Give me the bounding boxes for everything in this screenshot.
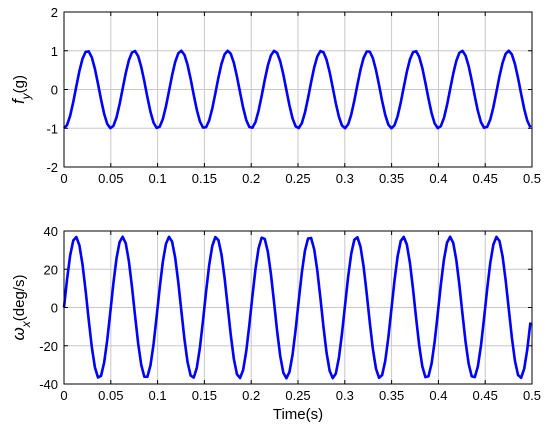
x-tick-label: 0 bbox=[60, 171, 67, 186]
x-tick-label: 0.05 bbox=[98, 388, 123, 403]
y-axis-label-symbol: ω bbox=[9, 327, 28, 340]
x-tick-label: 0.35 bbox=[379, 171, 404, 186]
y-axis-label-unit: (g) bbox=[11, 75, 28, 93]
x-tick-label: 0.05 bbox=[98, 171, 123, 186]
y-tick-label: 2 bbox=[51, 5, 58, 20]
x-tick-label: 0.15 bbox=[192, 171, 217, 186]
plot-frame bbox=[63, 11, 533, 168]
y-axis-label: ωx(deg/s) bbox=[9, 275, 33, 341]
x-tick-label: 0.25 bbox=[285, 171, 310, 186]
top-subplot: 0 0.05 0.1 0.15 0.2 0.25 0.3 0.35 0.4 0.45 0.5 -2 -1… bbox=[9, 5, 541, 186]
y-axis-label: fy(g) bbox=[9, 75, 33, 104]
x-tick-label: 0.15 bbox=[192, 388, 217, 403]
signal-line bbox=[62, 235, 532, 380]
y-tick-label: 0 bbox=[51, 301, 58, 316]
x-tick-label: 0.1 bbox=[149, 171, 167, 186]
y-axis-label-subscript: y bbox=[19, 92, 33, 100]
signal-line bbox=[63, 49, 532, 130]
x-tick-label: 0.2 bbox=[242, 388, 260, 403]
y-tick-label: 20 bbox=[44, 262, 58, 277]
y-tick-label: -40 bbox=[39, 377, 58, 392]
y-axis-label-unit: (deg/s) bbox=[11, 275, 28, 322]
x-axis-label: Time(s) bbox=[273, 406, 323, 423]
y-tick-label: -20 bbox=[39, 339, 58, 354]
x-tick-label: 0.2 bbox=[242, 171, 260, 186]
x-tick-label: 0.5 bbox=[523, 388, 541, 403]
x-tick-label: 0.5 bbox=[523, 171, 541, 186]
x-tick-label: 0.3 bbox=[336, 171, 354, 186]
y-axis-label-subscript: x bbox=[19, 320, 33, 328]
y-tick-label: 40 bbox=[44, 224, 58, 239]
x-tick-label: 0.45 bbox=[473, 388, 498, 403]
x-tick-label: 0.3 bbox=[336, 388, 354, 403]
y-axis-label-symbol: f bbox=[9, 97, 28, 104]
y-tick-label: -1 bbox=[46, 121, 58, 136]
x-tick-label: 0.35 bbox=[379, 388, 404, 403]
plot-frame bbox=[63, 230, 533, 385]
x-tick-label: 0.1 bbox=[149, 388, 167, 403]
x-tick-label: 0.25 bbox=[285, 388, 310, 403]
y-tick-label: 1 bbox=[51, 44, 58, 59]
x-tick-label: 0.45 bbox=[473, 171, 498, 186]
bottom-subplot: 0 0.05 0.1 0.15 0.2 0.25 0.3 0.35 0.4 0.45 0.5 -40 -… bbox=[9, 224, 541, 423]
x-tick-label: 0.4 bbox=[429, 388, 447, 403]
y-tick-label: 0 bbox=[51, 83, 58, 98]
x-tick-label: 0 bbox=[60, 388, 67, 403]
y-tick-label: -2 bbox=[46, 160, 58, 175]
x-tick-label: 0.4 bbox=[429, 171, 447, 186]
